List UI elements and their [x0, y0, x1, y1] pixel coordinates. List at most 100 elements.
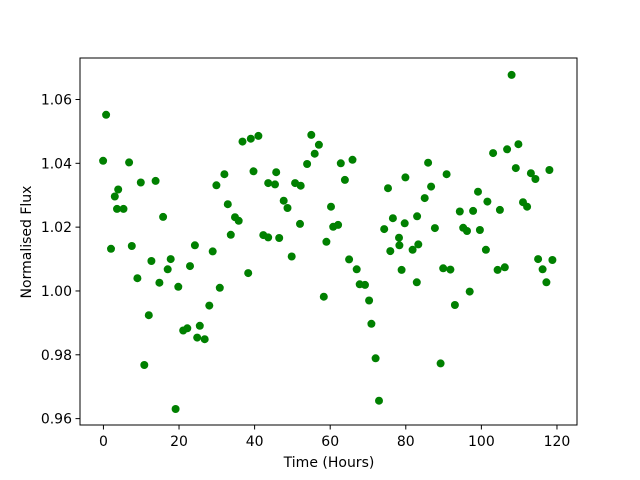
data-point: [397, 265, 406, 274]
data-point: [400, 219, 409, 228]
data-point: [413, 212, 422, 221]
data-point: [119, 204, 128, 213]
data-point: [495, 205, 504, 214]
y-tick-label: 1.06: [41, 92, 72, 108]
data-point: [133, 274, 142, 283]
data-point: [384, 184, 392, 193]
data-point: [208, 247, 217, 256]
data-point: [296, 219, 304, 228]
data-point: [244, 269, 253, 278]
data-point: [136, 178, 145, 187]
data-point: [190, 241, 199, 250]
data-point: [163, 265, 172, 274]
data-point: [427, 182, 436, 191]
x-tick-label: 100: [468, 434, 495, 450]
data-point: [395, 241, 404, 250]
data-point: [113, 204, 121, 213]
data-point: [159, 212, 168, 221]
data-point: [171, 405, 180, 413]
data-point: [380, 225, 389, 234]
data-point: [436, 359, 445, 368]
data-point: [144, 311, 153, 320]
y-tick-label: 0.96: [41, 412, 72, 428]
data-point: [319, 292, 328, 301]
y-tick-label: 1.02: [41, 220, 72, 236]
data-point: [195, 321, 204, 330]
data-point: [283, 204, 292, 212]
data-point: [254, 131, 263, 140]
data-point: [455, 207, 464, 216]
data-point: [401, 173, 410, 182]
data-point: [395, 233, 403, 242]
data-point: [538, 265, 547, 274]
data-point: [223, 200, 232, 209]
data-point: [348, 155, 357, 164]
data-point: [314, 140, 323, 149]
data-point: [226, 230, 235, 239]
data-point: [414, 240, 423, 249]
data-point: [127, 242, 136, 250]
x-tick-label: 0: [99, 434, 108, 450]
data-point: [215, 283, 224, 292]
data-point: [446, 265, 455, 274]
data-point: [493, 265, 502, 274]
data-point: [147, 257, 156, 265]
data-point: [99, 156, 108, 165]
data-point: [481, 245, 490, 254]
data-point: [514, 140, 523, 149]
data-point: [483, 197, 492, 206]
x-tick-label: 60: [321, 434, 339, 450]
data-point: [408, 245, 417, 254]
data-point: [336, 159, 345, 168]
plot-border: [79, 57, 578, 426]
data-point: [361, 280, 369, 289]
data-point: [542, 278, 551, 287]
data-point: [469, 206, 478, 215]
data-point: [193, 333, 202, 342]
data-point: [287, 252, 296, 261]
data-point: [367, 319, 376, 328]
y-tick-label: 1.00: [41, 284, 72, 300]
data-point: [375, 396, 383, 405]
data-point: [238, 137, 247, 146]
data-point: [503, 145, 512, 154]
data-point: [340, 175, 349, 184]
data-point: [220, 170, 229, 179]
y-tick-label: 1.04: [41, 156, 72, 172]
data-point: [545, 166, 554, 174]
x-tick-label: 20: [170, 434, 188, 450]
data-point: [548, 256, 557, 264]
y-axis-label: Normalised Flux: [19, 185, 35, 299]
data-point: [322, 237, 331, 246]
data-point: [155, 278, 164, 287]
data-point: [102, 110, 111, 119]
data-point: [271, 180, 279, 189]
data-point: [183, 324, 192, 333]
data-point: [420, 194, 429, 203]
data-point: [511, 164, 520, 173]
data-point: [371, 354, 380, 363]
data-point: [327, 202, 335, 211]
data-point: [334, 220, 343, 229]
data-point: [275, 234, 284, 242]
data-point: [249, 167, 258, 176]
data-point: [114, 185, 123, 194]
data-point: [212, 181, 221, 190]
data-point: [107, 244, 115, 253]
data-point: [439, 264, 448, 273]
data-point: [110, 192, 119, 201]
x-axis-label: Time (Hours): [283, 455, 375, 471]
data-point: [365, 296, 374, 305]
x-tick-label: 80: [397, 434, 415, 450]
data-point: [125, 158, 134, 167]
data-point: [205, 301, 214, 310]
data-point: [151, 176, 160, 185]
data-point: [272, 168, 281, 177]
data-point: [386, 247, 395, 256]
data-point: [352, 265, 361, 274]
data-point: [489, 149, 498, 158]
x-tick-label: 120: [544, 434, 571, 450]
data-point: [442, 170, 451, 179]
data-point: [523, 202, 532, 211]
